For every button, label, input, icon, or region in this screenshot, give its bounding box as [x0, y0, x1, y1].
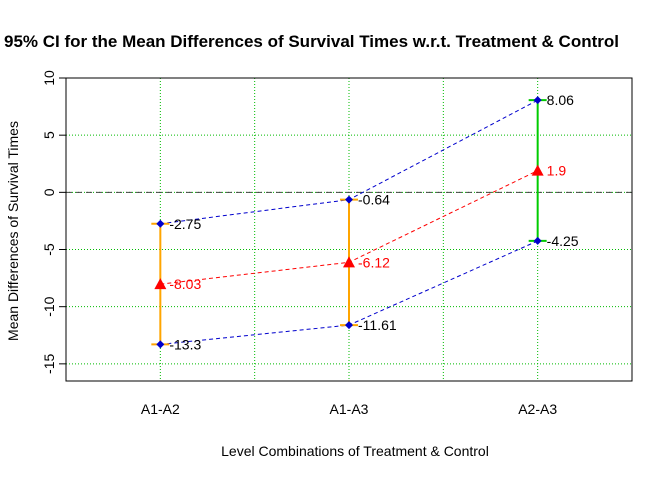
x-tick-label: A1-A3 [330, 401, 369, 417]
data-labels: -2.75 -0.64 8.06 -8.03 -6.12 1.9 -13.3 -11.61 -4… [169, 92, 578, 352]
x-axis-label: Level Combinations of Treatment & Contro… [221, 443, 489, 459]
data-label-mean: -6.12 [358, 254, 390, 270]
y-tick-label: -5 [41, 243, 57, 256]
marker-lower [156, 340, 165, 349]
data-label-upper: -2.75 [169, 216, 201, 232]
data-markers [154, 96, 544, 349]
marker-upper [345, 195, 353, 204]
data-label-lower: -4.25 [547, 233, 579, 249]
data-label-mean: 1.9 [547, 163, 567, 179]
y-tick-label: -10 [41, 296, 57, 316]
marker-mean [343, 256, 355, 268]
y-tick-label: 5 [41, 131, 57, 139]
data-label-lower: -11.61 [358, 317, 397, 333]
y-tick-label: -15 [41, 354, 57, 374]
marker-lower [345, 321, 353, 330]
data-label-lower: -13.3 [169, 336, 201, 352]
chart-title: 95% CI for the Mean Differences of Survi… [4, 32, 619, 51]
data-label-upper: -0.64 [358, 192, 390, 208]
confidence-intervals [151, 99, 547, 346]
marker-upper [533, 96, 542, 105]
x-axis: A1-A2 A1-A3 A2-A3 [141, 401, 557, 417]
x-tick-label: A1-A2 [141, 401, 180, 417]
marker-mean [154, 278, 167, 290]
x-tick-label: A2-A3 [518, 401, 557, 417]
y-axis-label: Mean Differences of Survival Times [5, 121, 21, 341]
marker-mean [531, 164, 544, 176]
marker-lower [533, 236, 542, 245]
y-tick-label: 0 [41, 188, 57, 196]
y-tick-label: 10 [41, 70, 57, 86]
data-label-mean: -8.03 [169, 276, 201, 292]
y-axis: -15 -10 -5 0 5 10 [41, 70, 67, 374]
data-label-upper: 8.06 [547, 92, 574, 108]
marker-upper [156, 219, 165, 228]
